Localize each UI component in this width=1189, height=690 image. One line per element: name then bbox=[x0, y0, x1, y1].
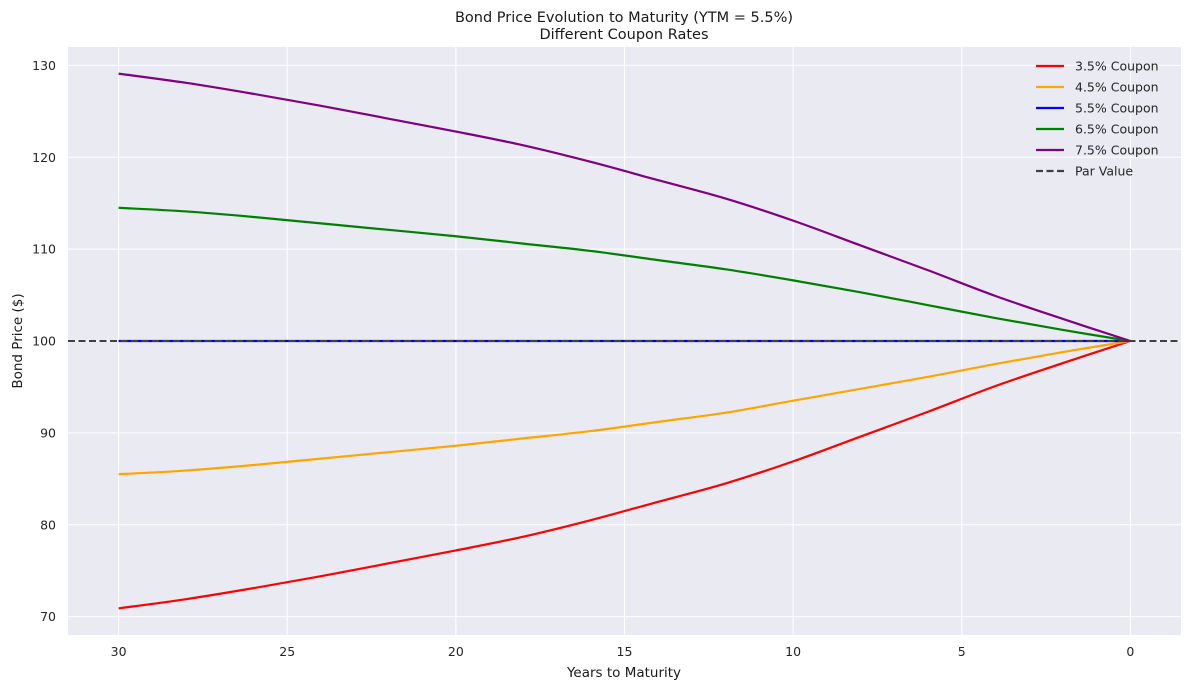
x-tick-label: 0 bbox=[1126, 644, 1134, 659]
series-line bbox=[118, 339, 1131, 476]
legend-label: 5.5% Coupon bbox=[1075, 101, 1159, 116]
y-axis-label: Bond Price ($) bbox=[10, 293, 26, 388]
x-tick-label: 10 bbox=[785, 644, 801, 659]
series-line bbox=[118, 339, 1131, 610]
x-tick-label: 25 bbox=[279, 644, 295, 659]
x-tick-label: 15 bbox=[617, 644, 633, 659]
x-tick-label: 30 bbox=[111, 644, 127, 659]
y-tick-label: 70 bbox=[40, 609, 56, 624]
x-axis-label: Years to Maturity bbox=[566, 665, 681, 681]
y-tick-label: 130 bbox=[32, 58, 56, 73]
x-tick-label: 20 bbox=[448, 644, 464, 659]
y-tick-label: 100 bbox=[32, 334, 56, 349]
legend: 3.5% Coupon 4.5% Coupon 5.5% Coupon 6.5% Co… bbox=[1036, 59, 1159, 179]
y-tick-label: 90 bbox=[40, 425, 56, 440]
chart-title: Bond Price Evolution to Maturity (YTM = … bbox=[455, 10, 793, 26]
series-line bbox=[118, 206, 1131, 343]
legend-label: Par Value bbox=[1075, 164, 1133, 179]
series-layer bbox=[68, 72, 1181, 610]
y-tick-label: 120 bbox=[32, 150, 56, 165]
legend-label: 7.5% Coupon bbox=[1075, 143, 1159, 158]
legend-label: 3.5% Coupon bbox=[1075, 59, 1159, 74]
y-tick-label: 110 bbox=[32, 242, 56, 257]
chart-subtitle: Different Coupon Rates bbox=[539, 27, 708, 43]
y-tick-label: 80 bbox=[40, 517, 56, 532]
x-tick-label: 5 bbox=[958, 644, 966, 659]
legend-label: 4.5% Coupon bbox=[1075, 80, 1159, 95]
legend-label: 6.5% Coupon bbox=[1075, 122, 1159, 137]
tick-layer: 30 25 20 15 10 5 0 70 80 90 100 110 120 130 bbox=[32, 58, 1134, 659]
series-line bbox=[118, 72, 1131, 343]
